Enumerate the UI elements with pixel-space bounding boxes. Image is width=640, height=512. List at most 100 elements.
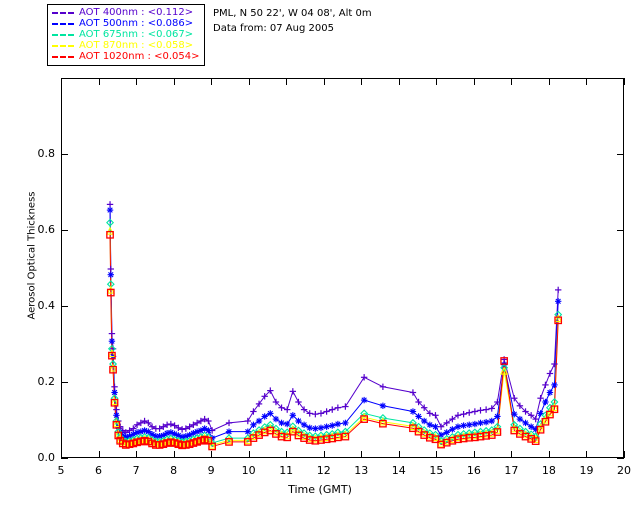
data-point-plus xyxy=(409,389,417,396)
data-point-diamond xyxy=(408,418,417,427)
data-point-plus xyxy=(106,201,114,208)
data-point-asterisk xyxy=(201,425,208,432)
data-point-triangle xyxy=(300,431,309,440)
legend-line-icon xyxy=(52,55,74,58)
data-point-triangle xyxy=(249,431,258,440)
x-tick xyxy=(361,451,363,458)
data-point-square xyxy=(341,432,350,441)
data-point-asterisk xyxy=(250,421,257,428)
x-tick xyxy=(436,451,438,458)
data-point-plus xyxy=(449,415,456,423)
data-point-plus xyxy=(537,395,544,402)
data-point-plus xyxy=(171,422,178,429)
data-point-asterisk xyxy=(284,420,291,428)
x-tick-label: 13 xyxy=(354,464,369,477)
data-point-square xyxy=(283,433,292,442)
data-point-triangle xyxy=(316,433,326,442)
data-point-square xyxy=(442,438,451,447)
x-tick-top xyxy=(548,78,550,85)
x-tick-top xyxy=(586,78,588,85)
y-tick-label: 0.6 xyxy=(37,223,56,236)
x-tick-top xyxy=(98,78,100,85)
data-point-plus xyxy=(554,286,562,294)
data-point-diamond xyxy=(431,430,440,439)
x-tick-label: 14 xyxy=(391,464,406,477)
legend-item-label: AOT 1020nm : <0.054> xyxy=(79,51,200,62)
data-point-triangle xyxy=(266,424,275,433)
data-point-square xyxy=(300,434,308,442)
data-point-plus xyxy=(415,398,422,406)
data-point-plus xyxy=(460,410,467,418)
x-tick xyxy=(511,451,513,458)
data-point-asterisk xyxy=(546,389,554,396)
x-tick-label: 12 xyxy=(316,464,331,477)
data-point-asterisk xyxy=(342,419,349,427)
x-tick-top xyxy=(323,78,325,85)
legend-item-500nm: AOT 500nm : <0.086> xyxy=(52,18,199,29)
data-point-triangle xyxy=(110,396,119,405)
data-point-asterisk xyxy=(205,427,212,434)
data-point-plus xyxy=(261,393,268,400)
data-point-plus xyxy=(516,402,524,409)
x-tick-top xyxy=(473,78,475,85)
data-point-plus xyxy=(527,412,535,419)
data-point-plus xyxy=(205,417,212,425)
data-point-triangle xyxy=(288,425,297,434)
data-point-square xyxy=(328,434,337,443)
data-point-plus xyxy=(360,374,368,381)
data-point-plus xyxy=(300,406,308,413)
x-tick-label: 18 xyxy=(541,464,556,477)
data-point-asterisk xyxy=(477,419,484,427)
data-point-plus xyxy=(250,408,257,415)
data-point-triangle xyxy=(554,313,563,323)
data-point-diamond xyxy=(500,363,509,372)
data-point-square xyxy=(108,351,116,360)
data-point-asterisk xyxy=(312,425,319,432)
data-point-square xyxy=(305,436,314,444)
series-markers-aot-1020nm xyxy=(106,230,563,451)
data-point-plus xyxy=(107,265,114,273)
data-point-asterisk xyxy=(244,428,251,435)
data-point-triangle xyxy=(550,402,559,412)
data-point-triangle xyxy=(328,432,337,441)
data-point-triangle xyxy=(311,434,320,443)
x-tick xyxy=(548,451,550,458)
data-canvas xyxy=(62,79,625,459)
data-point-square xyxy=(500,357,508,365)
data-point-square xyxy=(531,437,540,445)
data-point-triangle xyxy=(448,434,457,443)
data-point-plus xyxy=(267,387,274,394)
data-point-asterisk xyxy=(295,417,302,425)
data-point-square xyxy=(317,436,325,444)
x-tick-label: 6 xyxy=(95,464,103,477)
x-tick-label: 10 xyxy=(241,464,256,477)
y-tick xyxy=(61,306,68,307)
data-point-plus xyxy=(111,383,118,390)
data-point-triangle xyxy=(243,435,252,445)
data-point-diamond xyxy=(510,420,519,429)
data-point-plus xyxy=(323,408,330,415)
legend-item-label: AOT 870nm : <0.058> xyxy=(79,40,194,51)
data-point-asterisk xyxy=(108,338,116,345)
legend-item-400nm: AOT 400nm : <0.112> xyxy=(52,7,199,18)
data-point-square xyxy=(554,316,563,325)
x-tick-label: 16 xyxy=(466,464,481,477)
data-point-asterisk xyxy=(488,417,495,425)
series-layer xyxy=(105,201,563,451)
data-point-square xyxy=(476,432,485,441)
data-point-triangle xyxy=(378,417,387,426)
data-point-square xyxy=(527,435,536,443)
data-point-square xyxy=(454,435,462,444)
y-tick xyxy=(61,230,68,231)
y-tick-label: 0.4 xyxy=(37,299,56,312)
data-point-triangle xyxy=(482,429,491,438)
data-point-plus xyxy=(201,415,208,423)
y-axis-title: Aerosol Optical Thickness xyxy=(26,191,38,320)
legend-line-icon xyxy=(52,22,74,25)
x-tick-top xyxy=(361,78,363,85)
data-point-asterisk xyxy=(323,423,330,430)
data-point-triangle xyxy=(515,427,524,436)
x-tick xyxy=(98,451,100,458)
y-tick-right xyxy=(617,306,624,307)
